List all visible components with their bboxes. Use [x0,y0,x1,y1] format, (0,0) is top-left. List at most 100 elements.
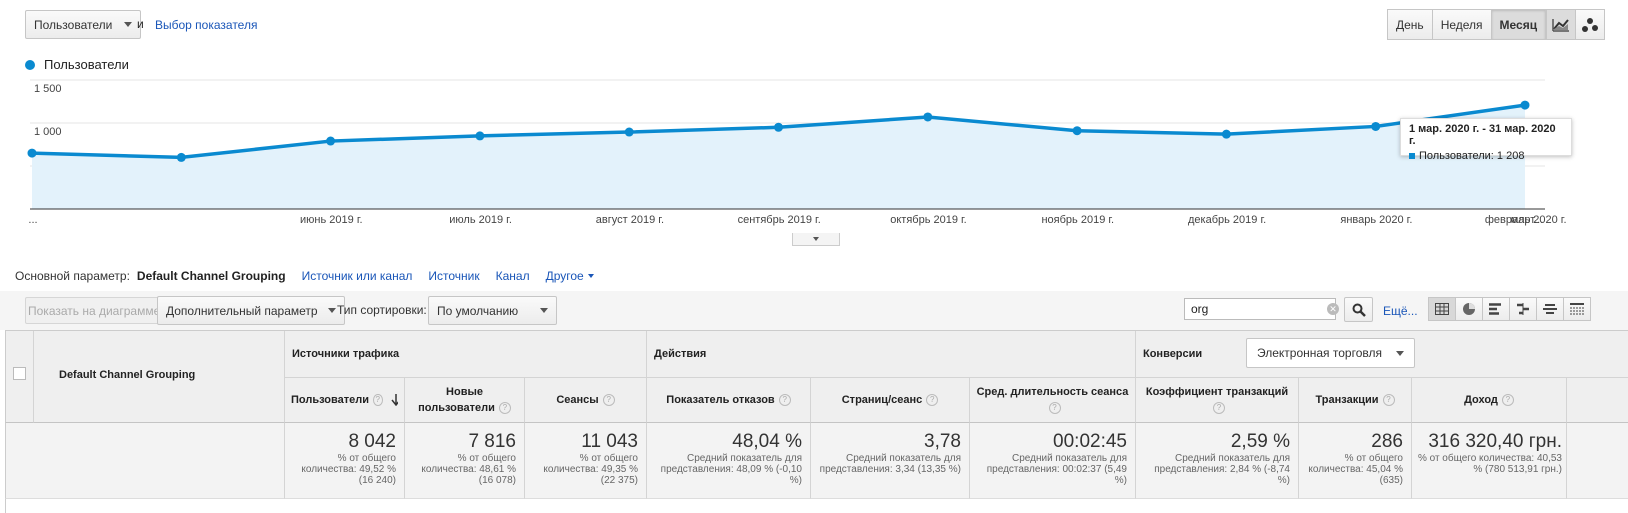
help-icon[interactable]: ? [1382,394,1395,406]
table-view-switcher [1428,297,1591,321]
choose-metric-link[interactable]: Выбор показателя [155,18,258,32]
y-tick-label: 1 500 [34,83,62,95]
x-tick-label: июнь 2019 г. [300,214,363,226]
data-point[interactable] [624,127,634,137]
totals-filler [1567,423,1628,499]
sort-descending-icon [390,394,398,406]
total-conversion-rate: 2,59 % Средний показатель для представле… [1135,423,1298,499]
sort-type-select[interactable]: По умолчанию [428,296,558,325]
performance-view-button[interactable] [1482,297,1510,321]
help-icon[interactable]: ? [1213,402,1225,415]
total-bounce-rate-value: 48,04 % [732,431,802,452]
col-header-conversion-rate-label: Коэффициент транзакций [1145,386,1289,398]
percentage-view-button[interactable] [1455,297,1483,321]
total-revenue-value: 316 320,40 грн. [1428,431,1562,452]
total-avg-session-duration-note: Средний показатель для представления: 00… [986,453,1127,486]
data-point[interactable] [1520,100,1530,110]
help-icon[interactable]: ? [926,394,939,406]
period-week-button[interactable]: Неделя [1431,9,1492,40]
table-search-input[interactable]: org [1184,298,1336,320]
search-icon [1352,303,1366,317]
x-tick-label: июль 2019 г. [449,214,512,226]
data-point[interactable] [1221,129,1231,139]
group-header-behavior: Действия [646,331,1135,378]
dimension-default-channel-grouping[interactable]: Default Channel Grouping [136,269,286,283]
period-month-button[interactable]: Месяц [1490,9,1547,40]
search-button[interactable] [1344,297,1373,322]
chevron-down-icon [540,308,549,313]
pivot-table-icon [1570,303,1584,315]
total-pages-per-session-value: 3,78 [924,431,961,452]
data-point[interactable] [1072,126,1082,136]
col-header-pages-per-session[interactable]: Страниц/сеанс? [810,378,969,423]
total-conversion-rate-note: Средний показатель для представления: 2,… [1154,453,1290,486]
col-header-bounce-rate[interactable]: Показатель отказов? [646,378,810,423]
col-header-sessions-label: Сеансы [556,394,599,406]
tooltip-date: 1 мар. 2020 г. - 31 мар. 2020 г. [1409,123,1556,147]
data-point[interactable] [27,148,37,158]
report-table: Default Channel Grouping Источники трафи… [5,330,1628,513]
advanced-search-link[interactable]: Ещё... [1383,304,1418,318]
conversion-goal-select[interactable]: Электронная торговля [1246,338,1415,368]
col-header-revenue[interactable]: Доход? [1411,378,1567,423]
term-cloud-view-button[interactable] [1536,297,1564,321]
dimension-source-medium[interactable]: Источник или канал [301,269,413,283]
chevron-down-icon [327,308,336,313]
primary-dimension-row: Основной параметр: Default Channel Group… [15,269,594,283]
chart-collapse-handle[interactable] [792,233,840,246]
period-day-button[interactable]: День [1387,9,1433,40]
col-header-users[interactable]: Пользователи? [284,378,404,423]
line-chart-button[interactable] [1546,9,1576,40]
header-filler [1567,378,1628,423]
total-revenue-note: % от общего количества: 40,53 % (780 513… [1417,453,1562,475]
data-point[interactable] [774,122,783,132]
sort-type-label: Тип сортировки: [337,303,427,317]
sort-type-value: По умолчанию [437,303,519,318]
dimension-column-header[interactable]: Default Channel Grouping [33,331,284,423]
comparison-view-button[interactable] [1509,297,1537,321]
col-header-avg-session-duration[interactable]: Сред. длительность сеанса? [969,378,1135,423]
total-pages-per-session-note: Средний показатель для представления: 3,… [819,453,961,475]
chart-type-switcher [1546,9,1605,40]
help-icon[interactable]: ? [498,402,511,415]
col-header-users-label: Пользователи [291,394,370,406]
col-header-transactions[interactable]: Транзакции? [1298,378,1411,423]
dimension-source[interactable]: Источник [428,269,480,283]
chevron-down-icon [587,274,594,278]
help-icon[interactable]: ? [373,394,383,406]
col-header-conversion-rate[interactable]: Коэффициент транзакций? [1135,378,1298,423]
plot-rows-button[interactable]: Показать на диаграмме [25,297,164,324]
x-tick-label: декабрь 2019 г. [1188,214,1266,226]
total-users-value: 8 042 [348,431,396,452]
pivot-view-button[interactable] [1563,297,1591,321]
help-icon[interactable]: ? [602,394,615,406]
total-avg-session-duration: 00:02:45 Средний показатель для представ… [969,423,1135,499]
col-header-new-users[interactable]: Новые пользователи? [404,378,524,423]
help-icon[interactable]: ? [1048,402,1061,415]
y-tick-label: 1 000 [34,126,62,138]
and-label: и [137,17,144,31]
x-tick-label: октябрь 2019 г. [890,214,967,226]
data-point[interactable] [475,131,485,141]
chevron-down-icon [813,237,819,241]
help-icon[interactable]: ? [1501,394,1514,406]
motion-chart-button[interactable] [1575,9,1605,40]
select-all-checkbox[interactable] [13,367,26,380]
total-users-note: % от общего количества: 49,52 % (16 240) [301,453,396,486]
dimension-medium[interactable]: Канал [495,269,530,283]
data-view-button[interactable] [1428,297,1456,321]
tooltip-value: Пользователи: 1 208 [1419,150,1525,162]
clear-search-icon[interactable]: ✕ [1327,303,1339,315]
data-point[interactable] [1371,121,1381,131]
data-point[interactable] [326,136,336,146]
metric-select[interactable]: Пользователи [25,10,142,39]
total-bounce-rate: 48,04 % Средний показатель для представл… [646,423,810,499]
chevron-down-icon [1396,350,1404,356]
dimension-other-dropdown[interactable]: Другое [546,269,594,283]
data-point[interactable] [923,112,933,122]
col-header-sessions[interactable]: Сеансы? [524,378,646,423]
tooltip-series-marker [1409,153,1415,159]
help-icon[interactable]: ? [778,394,791,406]
secondary-dimension-select[interactable]: Дополнительный параметр [157,296,345,325]
data-point[interactable] [176,152,186,162]
